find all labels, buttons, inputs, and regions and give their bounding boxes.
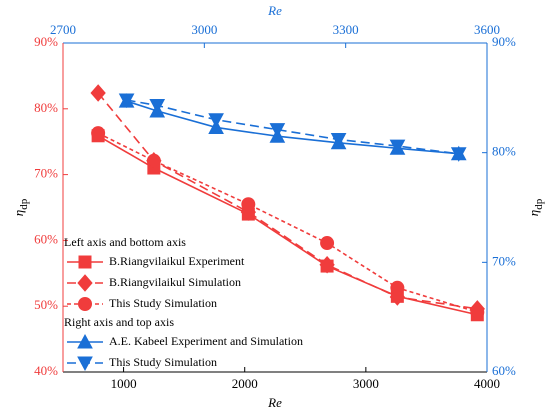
- legend-marker: [77, 333, 93, 349]
- y-tick-label: 60%: [34, 231, 58, 246]
- legend-label: B.Riangvilaikul Simulation: [109, 275, 241, 289]
- legend-marker: [78, 297, 92, 311]
- legend-label: A.E. Kabeel Experiment and Simulation: [109, 334, 303, 348]
- y2-axis-title: ηdp: [526, 198, 545, 216]
- y-axis-title: ηdp: [11, 198, 30, 216]
- data-point: [90, 84, 106, 102]
- data-point: [208, 113, 224, 128]
- data-point: [330, 133, 347, 148]
- series-line: [97, 132, 478, 313]
- x-tick-label: 3000: [353, 376, 379, 391]
- series-line: [126, 99, 459, 155]
- y-axis-title-text: ηdp: [11, 198, 30, 216]
- y-tick-label: 80%: [34, 100, 58, 115]
- data-point: [389, 139, 406, 155]
- y-tick-label: 50%: [34, 297, 58, 312]
- y2-tick-label: 70%: [492, 253, 516, 268]
- x2-axis-title: Re: [267, 3, 282, 18]
- data-point: [146, 153, 161, 168]
- y2-tick-label: 90%: [492, 34, 516, 49]
- y2-axis-title-sub: dp: [533, 198, 545, 210]
- legend-label: This Study Simulation: [109, 296, 217, 310]
- x2-tick-label: 2700: [50, 22, 76, 37]
- y-tick-label: 90%: [34, 34, 58, 49]
- y-axis-title-sub: dp: [18, 198, 30, 210]
- data-point: [149, 99, 166, 114]
- data-point: [241, 197, 256, 212]
- data-point: [470, 305, 485, 320]
- data-point: [269, 123, 286, 138]
- legend-label: This Study Simulation: [109, 355, 217, 369]
- x2-tick-label: 3300: [333, 22, 359, 37]
- legend-heading: Right axis and top axis: [64, 315, 174, 329]
- x-tick-label: 2000: [232, 376, 258, 391]
- data-point: [91, 126, 106, 141]
- y2-tick-label: 60%: [492, 363, 516, 378]
- y-tick-label: 70%: [34, 166, 58, 181]
- x-axis-title: Re: [267, 395, 282, 410]
- y2-tick-label: 80%: [492, 144, 516, 159]
- y-axis-title-main: η: [11, 210, 26, 216]
- x2-tick-label: 3600: [474, 22, 500, 37]
- data-point: [320, 236, 335, 251]
- series-line: [126, 100, 459, 155]
- x2-tick-label: 3000: [191, 22, 217, 37]
- data-point: [450, 147, 467, 162]
- data-point: [118, 93, 135, 109]
- x-tick-label: 4000: [474, 376, 500, 391]
- x-tick-label: 1000: [111, 376, 137, 391]
- legend-marker: [78, 255, 92, 269]
- legend-label: B.Riangvilaikul Experiment: [109, 254, 245, 268]
- y-tick-label: 40%: [34, 363, 58, 378]
- legend-marker: [77, 274, 93, 292]
- y2-axis-title-text: ηdp: [526, 198, 545, 216]
- legend-heading: Left axis and bottom axis: [64, 235, 186, 249]
- legend-marker: [77, 356, 93, 372]
- data-point: [390, 280, 405, 295]
- series-line: [97, 92, 478, 310]
- y2-axis-title-main: η: [526, 210, 541, 216]
- data-point: [319, 255, 335, 274]
